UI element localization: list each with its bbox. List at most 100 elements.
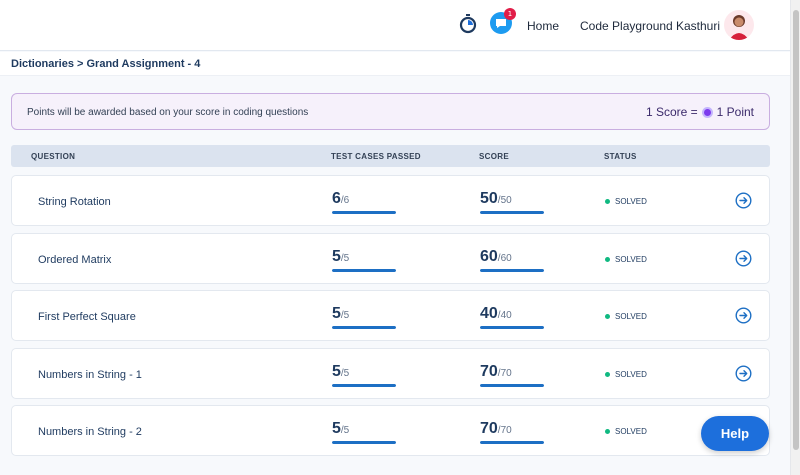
score-progress-bar (480, 211, 544, 214)
question-name[interactable]: Ordered Matrix (38, 254, 112, 266)
question-name[interactable]: First Perfect Square (38, 311, 136, 323)
score-max: /50 (497, 195, 512, 206)
score: 60/60 (480, 248, 544, 272)
status-label: SOLVED (615, 427, 647, 436)
breadcrumb-bar: Dictionaries > Grand Assignment - 4 (0, 52, 790, 76)
total-count: /5 (340, 253, 350, 264)
test-cases-progress-bar (332, 326, 396, 329)
score-max: /70 (497, 425, 512, 436)
test-cases-progress-fill (332, 384, 396, 387)
score-max: /70 (497, 368, 512, 379)
avatar[interactable] (724, 10, 754, 40)
passed-count: 5 (332, 305, 341, 322)
scrollbar-thumb[interactable] (793, 10, 799, 450)
test-cases-progress-fill (332, 326, 396, 329)
score-label: 1 Score = (645, 105, 698, 119)
points-info-banner: Points will be awarded based on your sco… (11, 93, 770, 130)
score-max: /40 (497, 310, 512, 321)
score-progress-fill (480, 326, 544, 329)
test-cases-progress-fill (332, 211, 396, 214)
passed-count: 5 (332, 420, 341, 437)
question-name[interactable]: Numbers in String - 2 (38, 426, 142, 438)
breadcrumb[interactable]: Dictionaries > Grand Assignment - 4 (11, 58, 201, 70)
scrollbar[interactable] (790, 0, 800, 475)
score: 70/70 (480, 420, 544, 444)
nav-home-link[interactable]: Home (527, 19, 560, 33)
total-count: /5 (340, 425, 350, 436)
header-question: QUESTION (31, 152, 76, 161)
user-name[interactable]: Kasthuri (676, 19, 721, 33)
score-value: 60 (480, 248, 498, 265)
score: 50/50 (480, 190, 544, 214)
status-label: SOLVED (615, 312, 647, 321)
status-dot (605, 372, 610, 377)
status-badge: SOLVED (605, 255, 647, 264)
score-progress-fill (480, 384, 544, 387)
score-progress-bar (480, 269, 544, 272)
score-value: 70 (480, 420, 498, 437)
table-row[interactable]: Numbers in String - 1 5/5 70/70 SOLVED (11, 348, 770, 399)
nav-code-playground-link[interactable]: Code Playground (580, 19, 673, 33)
test-cases-passed: 5/5 (332, 363, 396, 387)
arrow-right-circle-icon[interactable] (735, 307, 752, 324)
status-badge: SOLVED (605, 312, 647, 321)
arrow-right-circle-icon[interactable] (735, 365, 752, 382)
question-name[interactable]: String Rotation (38, 196, 111, 208)
status-label: SOLVED (615, 255, 647, 264)
status-label: SOLVED (615, 370, 647, 379)
score-value: 50 (480, 190, 498, 207)
test-cases-progress-fill (332, 441, 396, 444)
status-badge: SOLVED (605, 370, 647, 379)
stopwatch-icon[interactable] (459, 14, 477, 34)
total-count: /6 (340, 195, 350, 206)
score: 40/40 (480, 305, 544, 329)
test-cases-passed: 6/6 (332, 190, 396, 214)
test-cases-passed: 5/5 (332, 420, 396, 444)
passed-count: 5 (332, 248, 341, 265)
status-dot (605, 257, 610, 262)
score-value: 70 (480, 363, 498, 380)
table-row[interactable]: Ordered Matrix 5/5 60/60 SOLVED (11, 233, 770, 284)
score-to-point-rate: 1 Score = 1 Point (646, 105, 754, 119)
header-score: SCORE (479, 152, 509, 161)
score-progress-fill (480, 269, 544, 272)
chat-button[interactable]: 1 (490, 8, 516, 34)
table-row[interactable]: String Rotation 6/6 50/50 SOLVED (11, 175, 770, 226)
test-cases-passed: 5/5 (332, 305, 396, 329)
test-cases-progress-bar (332, 384, 396, 387)
header-test-cases: TEST CASES PASSED (331, 152, 421, 161)
help-button[interactable]: Help (701, 416, 769, 451)
total-count: /5 (340, 368, 350, 379)
status-dot (605, 429, 610, 434)
test-cases-progress-bar (332, 269, 396, 272)
score-progress-bar (480, 384, 544, 387)
table-header: QUESTION TEST CASES PASSED SCORE STATUS (11, 145, 770, 167)
coin-icon (701, 106, 713, 118)
point-label: 1 Point (716, 105, 754, 119)
status-dot (605, 199, 610, 204)
status-badge: SOLVED (605, 427, 647, 436)
table-row[interactable]: First Perfect Square 5/5 40/40 SOLVED (11, 290, 770, 341)
total-count: /5 (340, 310, 350, 321)
score-progress-bar (480, 441, 544, 444)
top-bar: 1 Home Code Playground Kasthuri (0, 0, 790, 51)
test-cases-progress-fill (332, 269, 396, 272)
test-cases-progress-bar (332, 211, 396, 214)
notification-badge: 1 (504, 8, 516, 20)
score-progress-fill (480, 441, 544, 444)
question-name[interactable]: Numbers in String - 1 (38, 369, 142, 381)
points-info-message: Points will be awarded based on your sco… (27, 107, 309, 118)
arrow-right-circle-icon[interactable] (735, 192, 752, 209)
passed-count: 5 (332, 363, 341, 380)
score-max: /60 (497, 253, 512, 264)
passed-count: 6 (332, 190, 341, 207)
test-cases-passed: 5/5 (332, 248, 396, 272)
score-progress-fill (480, 211, 544, 214)
status-badge: SOLVED (605, 197, 647, 206)
status-label: SOLVED (615, 197, 647, 206)
arrow-right-circle-icon[interactable] (735, 250, 752, 267)
score: 70/70 (480, 363, 544, 387)
test-cases-progress-bar (332, 441, 396, 444)
table-row[interactable]: Numbers in String - 2 5/5 70/70 SOLVED (11, 405, 770, 456)
score-value: 40 (480, 305, 498, 322)
